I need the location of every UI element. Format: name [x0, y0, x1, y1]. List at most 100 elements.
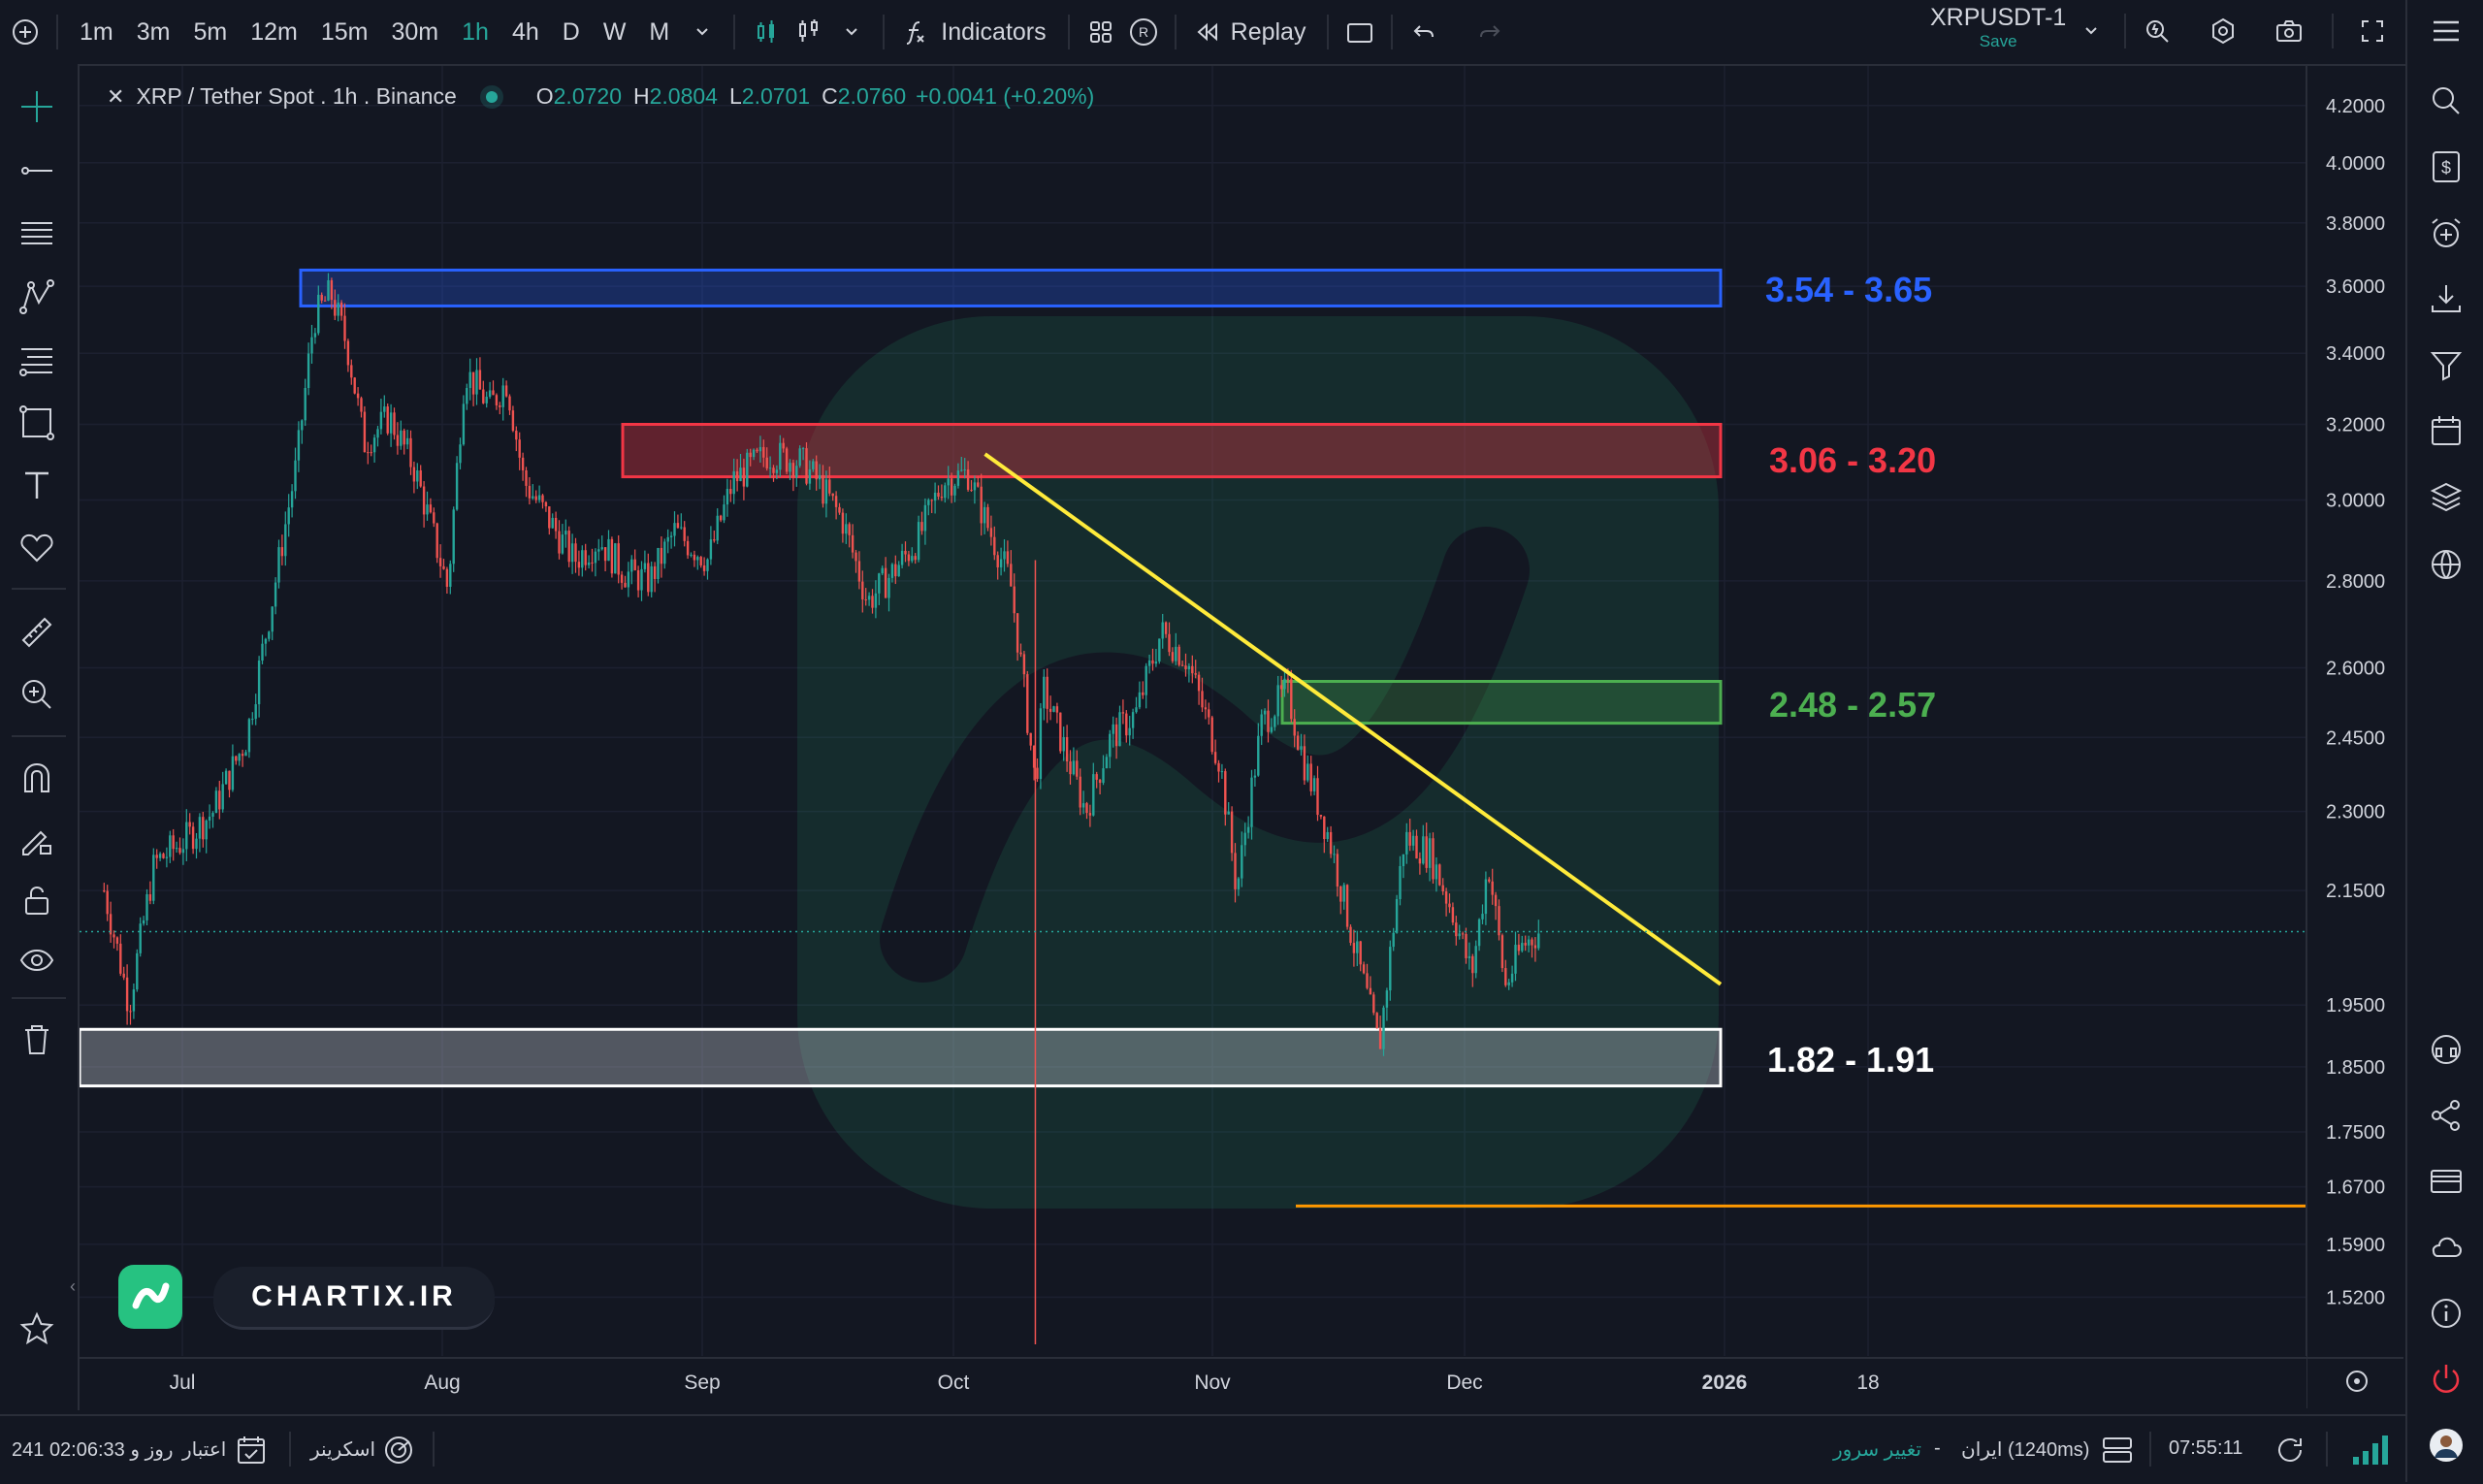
timeframe-1m[interactable]: 1m: [80, 17, 113, 46]
zoom-in-icon[interactable]: [16, 673, 58, 716]
settings-icon[interactable]: [2202, 10, 2244, 52]
candle-body: [1342, 885, 1345, 902]
screener-label[interactable]: اسکرینر: [310, 1439, 376, 1461]
chevron-down-icon[interactable]: [2070, 10, 2112, 52]
close-icon[interactable]: ✕: [107, 83, 125, 109]
timeframe-D[interactable]: D: [562, 17, 580, 46]
horizontal-lines-icon[interactable]: [16, 211, 58, 254]
save-label[interactable]: Save: [1979, 32, 2017, 50]
collapse-toolbar-arrow[interactable]: ‹: [70, 1276, 76, 1296]
radar-icon[interactable]: [382, 1434, 415, 1472]
download-icon[interactable]: [2425, 277, 2467, 320]
pattern-tool-icon[interactable]: [16, 275, 58, 318]
symbol-selector[interactable]: XRPUSDT-1 Save: [1930, 4, 2066, 51]
redo-icon[interactable]: [1468, 11, 1511, 53]
rectangle-icon[interactable]: [1338, 11, 1381, 53]
candle-body: [412, 467, 416, 482]
text-tool-icon[interactable]: [16, 464, 58, 506]
timeframe-W[interactable]: W: [602, 17, 627, 46]
timeframe-30m[interactable]: 30m: [391, 17, 439, 46]
share-icon[interactable]: [2425, 1094, 2467, 1137]
bars-chart-icon[interactable]: [788, 11, 830, 53]
high-value: 2.0804: [649, 83, 718, 109]
calendar-check-icon[interactable]: [235, 1434, 268, 1472]
candle-body: [1081, 803, 1085, 808]
support-icon[interactable]: [2425, 1028, 2467, 1071]
layout-grid-icon[interactable]: [1080, 11, 1122, 53]
timeframe-15m[interactable]: 15m: [320, 17, 369, 46]
star-icon[interactable]: [16, 1307, 58, 1350]
chevron-down-icon[interactable]: [830, 11, 873, 53]
shape-tool-icon[interactable]: [16, 402, 58, 444]
quick-search-icon[interactable]: [2136, 10, 2178, 52]
pencil-lock-icon[interactable]: [16, 819, 58, 861]
undo-icon[interactable]: [1403, 11, 1445, 53]
timeframe-4h[interactable]: 4h: [511, 17, 539, 46]
alarm-icon[interactable]: [2425, 211, 2467, 254]
candle-body: [346, 340, 350, 366]
lock-icon[interactable]: [16, 879, 58, 921]
price-chart[interactable]: 1.64292.076034:49 4.20004.00003.80003.60…: [78, 66, 2403, 1408]
candle-body: [521, 457, 525, 470]
replay-button[interactable]: Replay: [1186, 11, 1318, 53]
chartix-logo-text: CHARTIX.IR: [213, 1267, 495, 1330]
timeframe-1h[interactable]: 1h: [462, 17, 489, 46]
magnet-icon[interactable]: [16, 757, 58, 799]
candle-body: [1378, 1028, 1382, 1049]
legend-title[interactable]: XRP / Tether Spot . 1h . Binance: [136, 83, 457, 109]
power-icon[interactable]: [2425, 1358, 2467, 1401]
trendline-tool-icon[interactable]: [16, 149, 58, 192]
candle-body: [419, 469, 422, 487]
card-icon[interactable]: [2425, 1160, 2467, 1203]
fib-tool-icon[interactable]: [16, 339, 58, 382]
camera-icon[interactable]: [2268, 10, 2310, 52]
chart-pane[interactable]: 1.64292.076034:49 4.20004.00003.80003.60…: [78, 66, 2403, 1408]
chevron-down-icon[interactable]: [681, 11, 724, 53]
fullscreen-icon[interactable]: [2351, 10, 2394, 52]
r-badge-button[interactable]: R: [1122, 11, 1165, 53]
change-server-link[interactable]: تغییر سرور: [1833, 1439, 1921, 1461]
info-icon[interactable]: [2425, 1292, 2467, 1335]
trash-icon[interactable]: [16, 1018, 58, 1061]
timeframe-5m[interactable]: 5m: [193, 17, 228, 46]
server-icon[interactable]: [2101, 1436, 2134, 1470]
refresh-icon[interactable]: [2273, 1434, 2306, 1472]
candle-body: [1177, 646, 1180, 665]
layers-icon[interactable]: [2425, 475, 2467, 518]
candle-body: [379, 411, 383, 430]
candle-body: [1201, 691, 1204, 708]
add-icon[interactable]: [4, 11, 47, 53]
candle-body: [442, 565, 445, 569]
menu-icon[interactable]: [2425, 10, 2467, 52]
change-value: +0.0041 (+0.20%): [916, 83, 1095, 109]
candle-body: [534, 496, 537, 500]
candle-body: [1425, 836, 1428, 868]
dollar-icon[interactable]: $: [2425, 145, 2467, 188]
ruler-icon[interactable]: [16, 611, 58, 654]
candle-body: [1339, 886, 1342, 902]
candle-body: [1088, 813, 1092, 816]
filter-icon[interactable]: [2425, 343, 2467, 386]
heart-icon[interactable]: [16, 526, 58, 568]
candle-body: [989, 528, 993, 537]
candle-body: [699, 557, 702, 565]
timeframe-3m[interactable]: 3m: [136, 17, 171, 46]
candle-body: [1270, 726, 1274, 732]
avatar[interactable]: [2425, 1424, 2467, 1467]
calendar-icon[interactable]: [2425, 409, 2467, 452]
timeframe-12m[interactable]: 12m: [250, 17, 298, 46]
candle-body: [339, 302, 343, 316]
cloud-icon[interactable]: [2425, 1226, 2467, 1269]
indicators-button[interactable]: Indicators: [894, 11, 1057, 53]
search-icon[interactable]: [2425, 80, 2467, 122]
candles-icon[interactable]: [745, 11, 788, 53]
candle-body: [235, 756, 238, 761]
candle-body: [624, 582, 627, 588]
eye-icon[interactable]: [16, 939, 58, 982]
globe-icon[interactable]: [2425, 543, 2467, 586]
crosshair-icon[interactable]: [16, 85, 58, 128]
function-icon: [894, 11, 937, 53]
timeframe-M[interactable]: M: [649, 17, 670, 46]
candle-body: [591, 562, 594, 564]
candle-body: [188, 822, 191, 827]
